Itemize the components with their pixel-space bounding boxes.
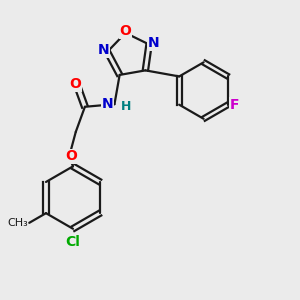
Text: H: H xyxy=(121,100,131,113)
Text: O: O xyxy=(66,149,77,163)
Text: CH₃: CH₃ xyxy=(7,218,28,228)
Text: O: O xyxy=(69,77,81,92)
Text: Cl: Cl xyxy=(65,235,80,249)
Text: N: N xyxy=(98,43,110,57)
Text: N: N xyxy=(147,36,159,50)
Text: O: O xyxy=(120,24,131,38)
Text: F: F xyxy=(230,98,239,112)
Text: N: N xyxy=(101,97,113,111)
